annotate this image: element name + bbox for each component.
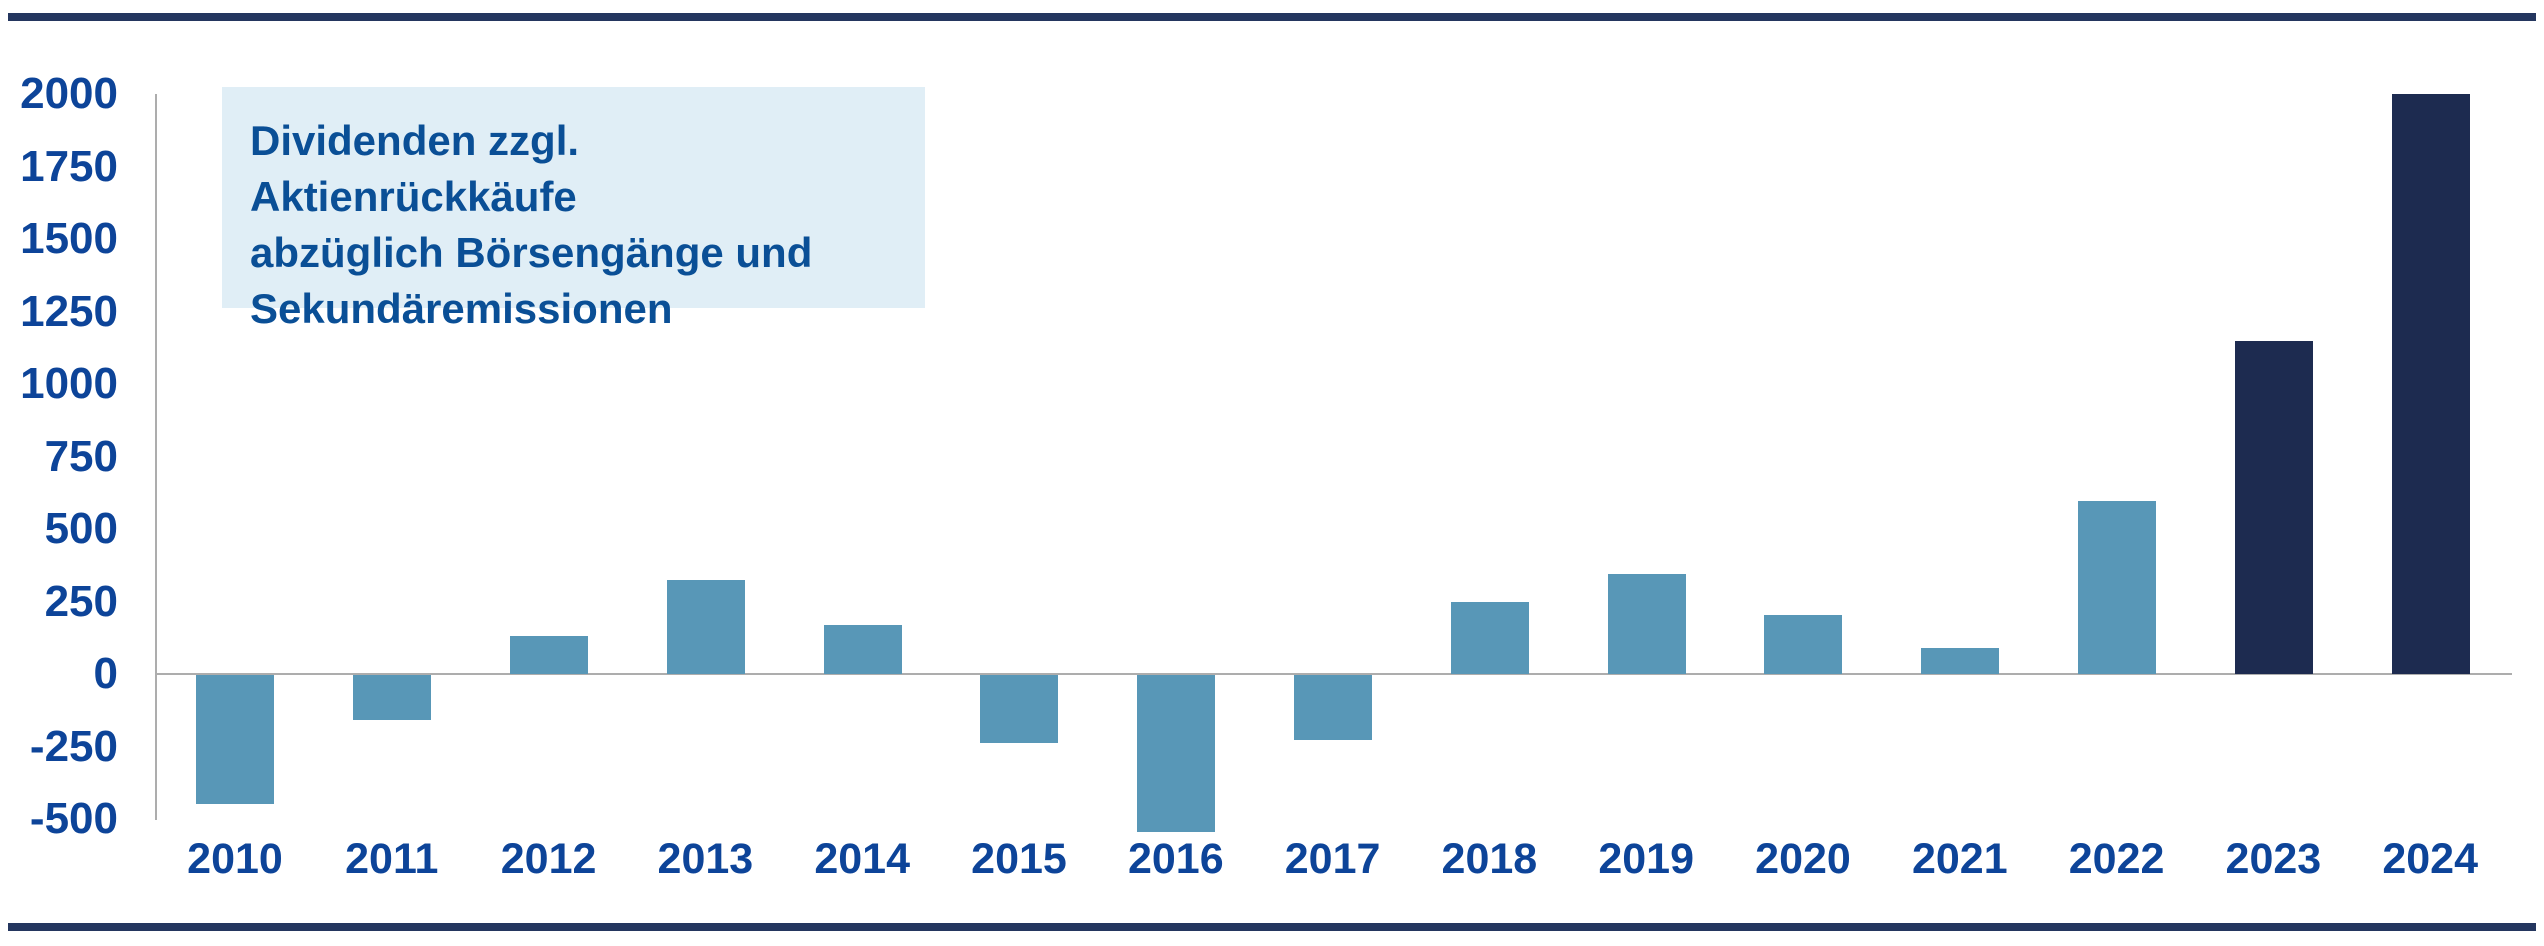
x-tick-label-2011: 2011 bbox=[345, 835, 439, 883]
bar-2014 bbox=[823, 624, 902, 674]
y-axis-line bbox=[155, 94, 157, 820]
bar-2013 bbox=[666, 579, 745, 674]
bar-2023 bbox=[2234, 340, 2313, 674]
x-tick-label-2017: 2017 bbox=[1284, 835, 1381, 883]
y-tick-label: 1750 bbox=[20, 141, 118, 191]
bar-2024 bbox=[2391, 94, 2470, 674]
y-tick-label: 2000 bbox=[20, 69, 118, 118]
bar-2020 bbox=[1764, 614, 1843, 674]
bar-2017 bbox=[1294, 675, 1372, 741]
x-tick-label-2020: 2020 bbox=[1755, 835, 1851, 883]
annotation-box: Dividenden zzgl. Aktienrückkäufe abzügli… bbox=[222, 87, 925, 332]
bar-2012 bbox=[510, 636, 588, 674]
y-tick-label: 0 bbox=[93, 649, 118, 698]
x-tick-label-2012: 2012 bbox=[500, 835, 597, 883]
y-tick-label: 500 bbox=[44, 504, 118, 553]
x-tick-label-2018: 2018 bbox=[1441, 835, 1538, 883]
bar-2018 bbox=[1450, 601, 1529, 674]
x-tick-label-2014: 2014 bbox=[814, 835, 911, 883]
bar-2021 bbox=[1921, 647, 2000, 674]
zero-gridline bbox=[155, 673, 2512, 675]
x-tick-label-2015: 2015 bbox=[971, 835, 1067, 883]
bottom-rule bbox=[8, 923, 2536, 931]
y-tick-label: -500 bbox=[29, 794, 118, 843]
annotation-line: abzüglich Börsengänge und bbox=[250, 229, 813, 276]
x-tick-label-2024: 2024 bbox=[2382, 835, 2479, 883]
y-tick-label: 750 bbox=[44, 431, 118, 481]
y-tick-label: 250 bbox=[44, 576, 118, 626]
x-tick-label-2013: 2013 bbox=[657, 835, 754, 883]
y-tick-label: 1500 bbox=[20, 214, 118, 263]
x-tick-label-2010: 2010 bbox=[187, 835, 283, 883]
x-tick-label-2021: 2021 bbox=[1911, 835, 2008, 883]
y-tick-label: -250 bbox=[29, 721, 118, 771]
bar-2010 bbox=[196, 675, 275, 805]
x-tick-label-2019: 2019 bbox=[1598, 835, 1695, 883]
annotation-line: Sekundäremissionen bbox=[250, 285, 673, 332]
bar-2022 bbox=[2078, 501, 2156, 674]
top-rule bbox=[8, 13, 2536, 21]
x-tick-label-2022: 2022 bbox=[2068, 835, 2165, 883]
bar-2015 bbox=[980, 675, 1059, 744]
bar-2019 bbox=[1607, 573, 1686, 674]
x-tick-label-2016: 2016 bbox=[1127, 835, 1224, 883]
bar-2016 bbox=[1137, 675, 1216, 832]
bar-2011 bbox=[353, 675, 432, 720]
y-tick-label: 1250 bbox=[20, 286, 118, 336]
annotation-line: Dividenden zzgl. Aktienrückkäufe bbox=[250, 117, 580, 220]
y-tick-label: 1000 bbox=[20, 359, 118, 408]
x-tick-label-2023: 2023 bbox=[2225, 835, 2322, 883]
